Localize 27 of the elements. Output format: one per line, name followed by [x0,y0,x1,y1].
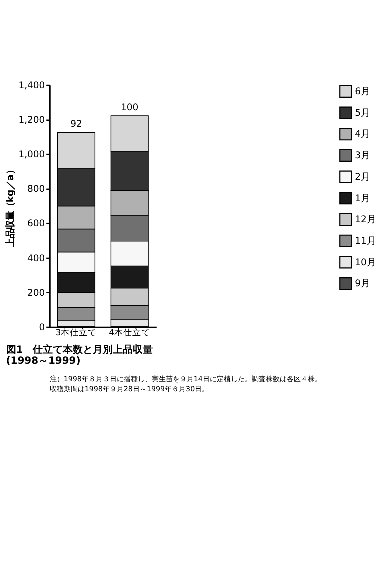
legend-label: 12月 [355,214,376,226]
x-tick-label: 4本仕立て [109,327,151,338]
legend-label: 1月 [355,193,370,204]
text: 収穫期間は1998年９月28日～1999年６月30日。 [50,384,210,394]
text: 注）1998年８月３日に播種し、実生苗を９月14日に定植した。調査株数は各区４株。 [50,374,322,384]
legend-label: 9月 [355,278,370,290]
y-tick-label: 0 [39,322,46,334]
legend-label: 10月 [355,257,376,268]
y-tick-label: 1,000 [18,150,46,161]
y-tick-label: 800 [28,184,46,196]
x-tick-label: 3本仕立て [56,327,98,338]
legend-label: 5月 [355,108,370,119]
y-tick-label: 400 [28,253,46,264]
y-tick-label: 200 [28,288,46,299]
legend-label: 3月 [355,150,370,162]
text: 図1 仕立て本数と月別上品収量 [6,344,154,356]
legend-label: 2月 [355,172,370,183]
legend-label: 4月 [355,129,370,140]
legend-label: 6月 [355,86,370,98]
y-tick-label: 1,400 [18,80,46,92]
annotation: 92 [70,118,82,130]
y-axis-title: 上品収量（kg／a） [6,166,17,249]
text: (1998～1999) [6,356,81,368]
annotation: 100 [121,102,139,114]
y-tick-label: 600 [28,218,46,230]
legend-label: 11月 [355,236,376,247]
y-tick-label: 1,200 [18,115,46,126]
